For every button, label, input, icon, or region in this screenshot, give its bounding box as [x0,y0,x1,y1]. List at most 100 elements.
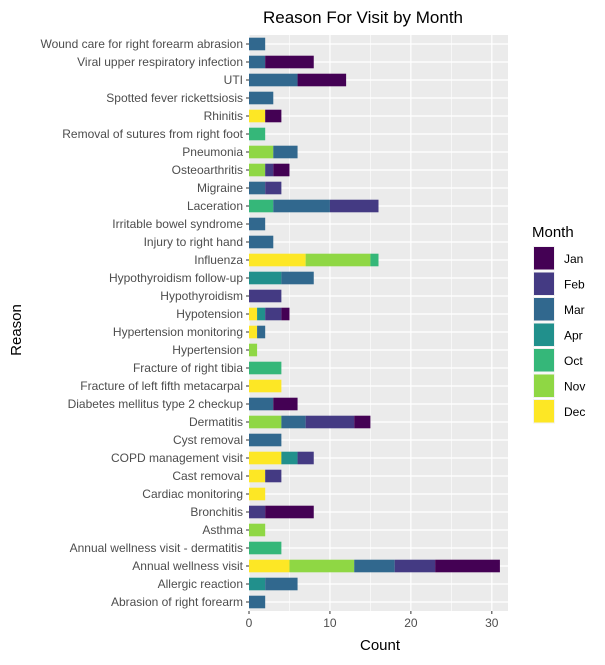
y-tick-label: Osteoarthritis [172,163,243,177]
bar-segment [257,307,266,321]
bar-segment [249,163,266,177]
y-tick-label: Wound care for right forearm abrasion [40,37,243,51]
bar-segment [249,505,266,519]
y-tick-label: Spotted fever rickettsiosis [106,91,243,105]
bar-segment [249,235,274,249]
bar-segment [249,109,266,123]
y-axis-label: Reason [8,304,25,356]
y-tick-label: Hypertension monitoring [113,325,243,339]
bar-segment [257,325,266,339]
bar-segment [249,253,306,267]
y-tick-label: Removal of sutures from right foot [62,127,243,141]
bar-segment [249,145,274,159]
bar-segment [249,289,282,303]
bar-segment [273,145,298,159]
bar-segment [249,397,274,411]
bar-segment [249,307,258,321]
legend-swatch [534,298,554,321]
bar-segment [265,307,282,321]
bar-segment [281,271,314,285]
y-tick-label: Hypothyroidism follow-up [109,271,243,285]
bar-segment [329,199,379,213]
x-tick-label: 0 [246,616,253,630]
bar-segment [281,451,298,465]
bar-segment [249,469,266,483]
legend-swatch [534,400,554,423]
bar-segment [265,505,314,519]
y-tick-label: Viral upper respiratory infection [77,55,243,69]
bar-segment [249,595,266,609]
legend-swatch [534,374,554,397]
y-tick-label: Fracture of right tibia [133,361,243,375]
bar-segment [305,415,355,429]
legend-label: Mar [564,303,585,317]
bar-segment [297,73,347,87]
y-tick-label: Diabetes mellitus type 2 checkup [68,397,244,411]
y-tick-label: Rhinitis [204,109,243,123]
legend: Month Jan Feb Mar Apr Oct Nov Dec [532,224,585,424]
bar-segment [265,109,282,123]
y-tick-label: Influenza [194,253,243,267]
legend-title: Month [532,224,574,241]
bar-segment [249,379,282,393]
bar-segment [265,577,298,591]
bar-segment [249,343,258,357]
y-tick-label: Dermatitis [189,415,243,429]
y-tick-label: Cyst removal [173,433,243,447]
bar-segment [249,361,282,375]
legend-swatch [534,323,554,346]
bar-segment [265,55,314,69]
bar-segment [249,271,282,285]
bar-segment [273,163,290,177]
bar-segment [249,577,266,591]
y-tick-label: Annual wellness visit [132,559,243,573]
chart-title: Reason For Visit by Month [263,8,463,27]
bar-segment [281,415,306,429]
bar-segment [249,325,258,339]
y-tick-label: Allergic reaction [158,577,243,591]
bar-segment [281,307,290,321]
bar-segment [289,559,355,573]
bar-segment [249,415,282,429]
bar-segment [273,397,298,411]
legend-label: Jan [564,252,583,266]
legend-swatch [534,247,554,270]
y-tick-label: Abrasion of right forearm [111,595,243,609]
x-tick-label: 10 [323,616,337,630]
bar-segment [249,523,266,537]
y-tick-label: Hypothyroidism [160,289,243,303]
legend-label: Feb [564,277,585,291]
y-tick-label: Laceration [187,199,243,213]
bar-segment [249,37,266,51]
legend-swatch [534,272,554,295]
plot-background [249,35,508,611]
y-tick-label: Irritable bowel syndrome [112,217,243,231]
y-tick-label: Hypotension [176,307,243,321]
bar-segment [249,559,290,573]
bar-segment [265,469,282,483]
y-tick-label: Asthma [202,523,243,537]
y-tick-label: Hypertension [172,343,243,357]
y-tick-label: Annual wellness visit - dermatitis [70,541,243,555]
bar-segment [265,163,274,177]
bar-segment [305,253,371,267]
legend-label: Oct [564,354,583,368]
legend-label: Nov [564,379,585,393]
bar-segment [297,451,314,465]
bar-segment [249,181,266,195]
bar-segment [249,487,266,501]
bar-segment [249,541,282,555]
legend-label: Apr [564,328,583,342]
bar-segment [273,199,330,213]
bar-segment [249,91,274,105]
bar-segment [249,55,266,69]
y-tick-label: Pneumonia [182,145,243,159]
bar-segment [354,415,371,429]
bar-segment [435,559,500,573]
bar-segment [249,451,282,465]
y-tick-label: Fracture of left fifth metacarpal [80,379,243,393]
bar-segment [249,73,298,87]
bar-segment [249,433,282,447]
x-axis-label: Count [360,637,401,654]
y-tick-label: UTI [224,73,243,87]
